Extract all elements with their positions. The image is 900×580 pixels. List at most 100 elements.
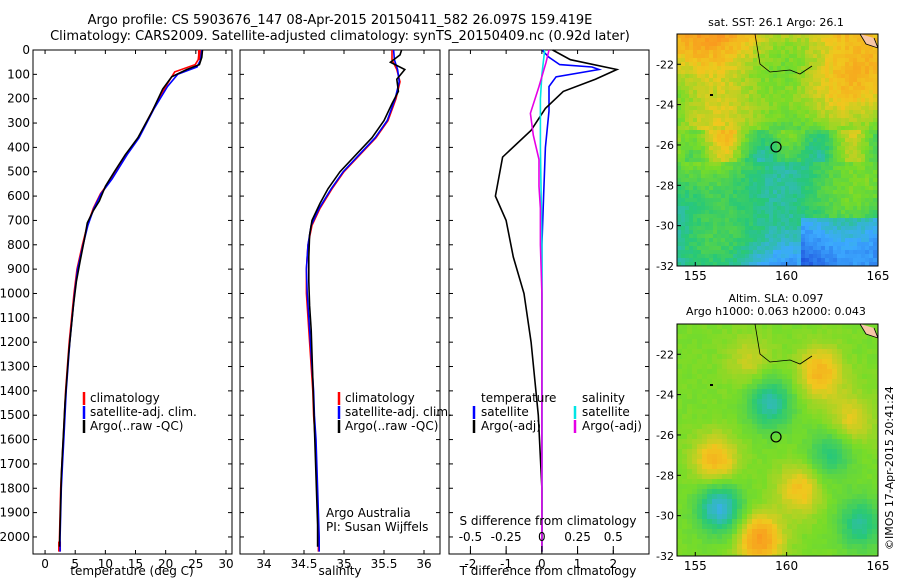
map-cell: [847, 409, 852, 414]
map-cell: [841, 122, 845, 126]
map-cell: [767, 509, 772, 514]
map-cell: [733, 254, 737, 258]
map-cell: [809, 254, 813, 258]
map-cell: [782, 334, 787, 339]
map-cell: [701, 198, 705, 202]
map-cell: [722, 499, 727, 504]
map-cell: [801, 110, 805, 114]
map-cell: [781, 250, 785, 254]
map-cell: [721, 254, 725, 258]
map-cell: [832, 414, 837, 419]
map-cell: [857, 162, 861, 166]
map-cell: [821, 154, 825, 158]
map-cell: [861, 158, 865, 162]
map-cell: [821, 102, 825, 106]
map-cell: [813, 258, 817, 262]
map-cell: [829, 214, 833, 218]
map-cell: [765, 138, 769, 142]
map-cell: [697, 474, 702, 479]
map-cell: [797, 134, 801, 138]
map-cell: [677, 110, 681, 114]
map-cell: [867, 524, 872, 529]
map-cell: [797, 102, 801, 106]
map-cell: [765, 254, 769, 258]
map-cell: [807, 349, 812, 354]
map-cell: [862, 484, 867, 489]
map-cell: [757, 529, 762, 534]
map-cell: [792, 324, 797, 329]
map-cell: [797, 210, 801, 214]
map-cell: [809, 106, 813, 110]
map-cell: [721, 122, 725, 126]
map-cell: [842, 529, 847, 534]
map-cell: [817, 359, 822, 364]
map-cell: [677, 102, 681, 106]
map-cell: [857, 339, 862, 344]
map-cell: [781, 238, 785, 242]
map-cell: [761, 154, 765, 158]
map-cell: [822, 329, 827, 334]
map-cell: [777, 359, 782, 364]
map-cell: [713, 166, 717, 170]
map-cell: [873, 254, 877, 258]
map-cell: [842, 419, 847, 424]
map-cell: [769, 150, 773, 154]
map-cell: [797, 234, 801, 238]
map-cell: [829, 122, 833, 126]
map-cell: [773, 50, 777, 54]
map-cell: [701, 262, 705, 266]
map-cell: [787, 329, 792, 334]
map-cell: [681, 66, 685, 70]
map-cell: [812, 534, 817, 539]
map-cell: [793, 90, 797, 94]
map-cell: [757, 369, 762, 374]
map-cell: [705, 138, 709, 142]
map-cell: [733, 210, 737, 214]
map-cell: [817, 202, 821, 206]
map-cell: [867, 454, 872, 459]
map-cell: [741, 206, 745, 210]
map-cell: [727, 489, 732, 494]
map-cell: [712, 349, 717, 354]
map-cell: [761, 186, 765, 190]
map-cell: [832, 344, 837, 349]
map-cell: [873, 86, 877, 90]
map-cell: [789, 214, 793, 218]
map-cell: [733, 234, 737, 238]
map-cell: [832, 359, 837, 364]
map-cell: [849, 210, 853, 214]
map-cell: [829, 138, 833, 142]
map-cell: [833, 90, 837, 94]
map-cell: [869, 102, 873, 106]
map-cell: [681, 234, 685, 238]
map-cell: [677, 182, 681, 186]
map-cell: [721, 202, 725, 206]
map-cell: [737, 474, 742, 479]
map-cell: [722, 364, 727, 369]
map-cell: [709, 46, 713, 50]
map-cell: [842, 329, 847, 334]
map-cell: [707, 344, 712, 349]
map-cell: [817, 334, 822, 339]
map-cell: [687, 359, 692, 364]
map-cell: [685, 106, 689, 110]
map-cell: [809, 146, 813, 150]
map-cell: [821, 226, 825, 230]
map-cell: [805, 138, 809, 142]
map-cell: [707, 444, 712, 449]
map-cell: [762, 399, 767, 404]
map-cell: [837, 206, 841, 210]
map-cell: [729, 34, 733, 38]
map-cell: [837, 182, 841, 186]
map-cell: [721, 138, 725, 142]
map-cell: [725, 122, 729, 126]
map-cell: [829, 98, 833, 102]
map-cell: [765, 102, 769, 106]
map-cell: [717, 38, 721, 42]
map-cell: [717, 454, 722, 459]
map-cell: [845, 98, 849, 102]
map-cell: [769, 134, 773, 138]
map-cell: [761, 194, 765, 198]
map-cell: [809, 190, 813, 194]
temperature-legend: climatology satellite-adj. clim. Argo(..…: [82, 391, 197, 433]
